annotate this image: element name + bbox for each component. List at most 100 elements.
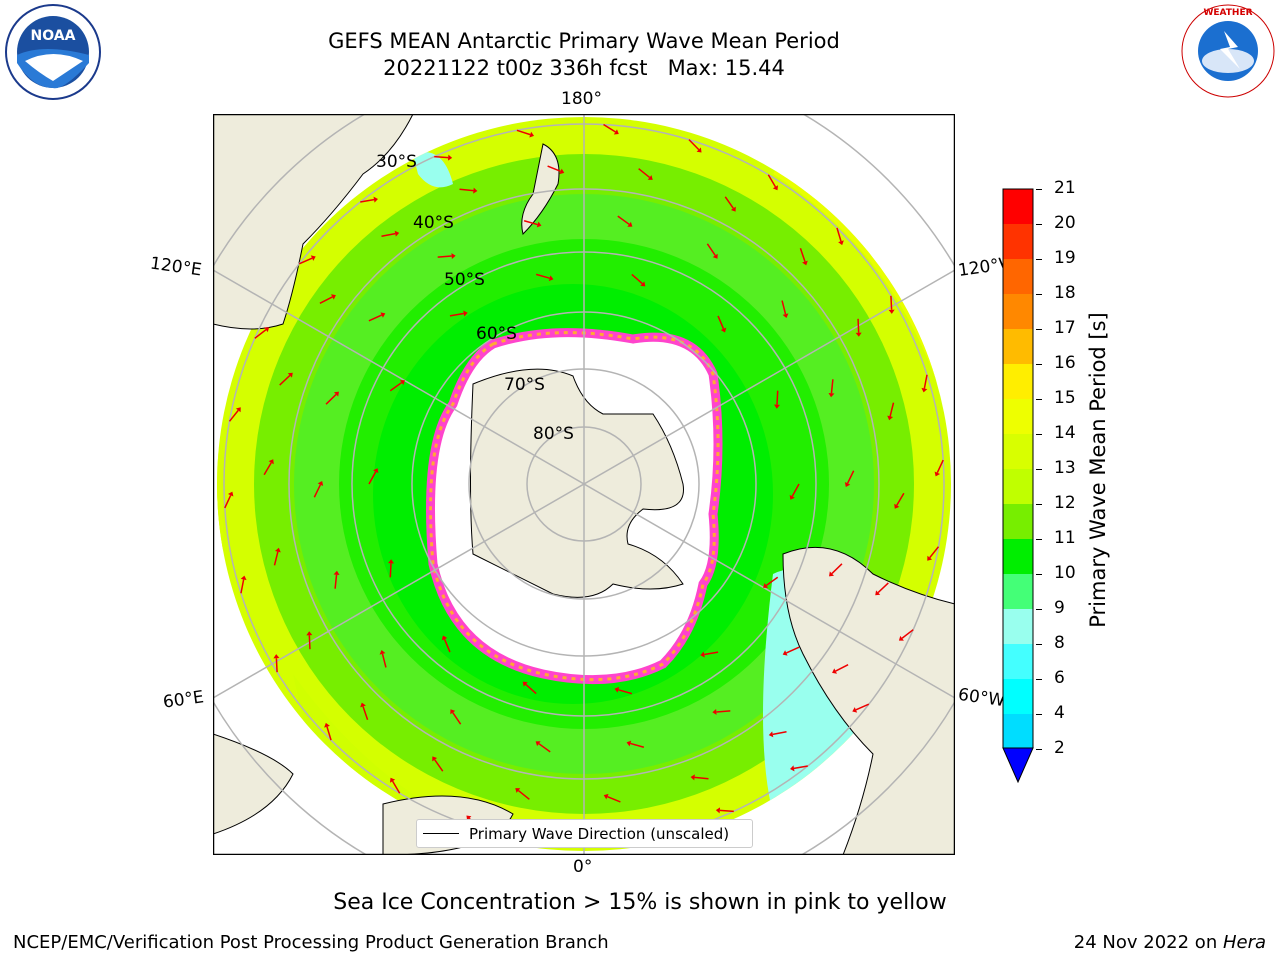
colorbar-tick-label: 10 [1054,563,1076,583]
wave-arrow [275,658,278,673]
wave-arrow-head [898,635,904,641]
lat-label-50s: 50°S [444,270,485,290]
wave-arrow [360,198,375,203]
chart-title: GEFS MEAN Antarctic Primary Wave Mean Pe… [328,29,840,53]
wave-arrow-head [389,777,396,783]
graticule [213,114,955,855]
wave-arrow-head [324,722,330,728]
colorbar-tick-label: 9 [1054,598,1065,618]
colorbar-swatches [1002,188,1034,784]
colorbar-swatch [1003,364,1033,400]
colorbar-tick-label: 8 [1054,633,1065,653]
wave-arrow [799,248,806,262]
wave-arrow-head [838,240,844,246]
wave-arrow [767,174,777,188]
wave-arrow [896,492,905,506]
wave-arrow-head [432,756,438,762]
wave-arrow-head [730,206,736,212]
colorbar-extend-triangle [1002,747,1034,784]
wave-arrow [786,646,800,654]
colorbar-swatch [1003,224,1033,260]
wave-arrow-head [626,740,632,747]
colorbar-swatch [1003,434,1033,470]
wave-arrow [389,563,392,578]
colorbar-tick-label: 18 [1054,283,1076,303]
wave-arrow [855,703,870,711]
colorbar-swatch [1003,714,1033,750]
wave-arrow-head [789,494,795,500]
lat-label-30s: 30°S [376,152,417,172]
wave-arrow-head [548,275,554,282]
wave-arrow [325,393,337,405]
wave-arrow-head [763,583,769,588]
colorbar-tick-label: 2 [1054,738,1065,758]
wave-arrow [319,296,333,304]
wave-arrow [877,582,889,594]
wave-arrow-head [875,590,881,596]
wave-arrow-head [463,310,468,317]
wave-arrow-head [613,129,619,135]
wave-arrow-head [360,702,366,708]
wave-arrow-head [441,635,448,641]
wave-arrow-head [522,681,528,687]
colorbar-swatch [1003,294,1033,330]
lat-label-60s: 60°S [476,324,517,344]
noaa-logo: NOAA [3,3,103,101]
wave-arrow-head [802,260,808,266]
svg-text:WEATHER: WEATHER [1203,8,1252,18]
wave-arrow-head [700,651,705,658]
colorbar-tick-label: 12 [1054,493,1076,513]
wave-arrow-head [888,309,895,314]
wave-arrow-head [782,313,789,318]
footer-branch: NCEP/EMC/Verification Post Processing Pr… [13,932,609,953]
wave-arrow-head [227,491,234,497]
wave-arrow [273,551,279,566]
lat-label-80s: 80°S [533,424,574,444]
wave-arrow [334,574,338,589]
colorbar-swatch [1003,644,1033,680]
wave-arrow [459,188,474,192]
polar-map [212,113,956,856]
footer-date: 24 Nov 2022 on Hera [1074,932,1266,953]
wave-arrow [929,546,940,559]
wave-arrow-head [832,668,837,674]
wave-arrow [901,629,914,639]
wave-arrow-head [603,793,609,800]
colorbar-tick [1036,749,1042,750]
wave-arrow [254,329,267,339]
wave-arrow [618,689,633,695]
colorbar-swatch [1003,259,1033,295]
wave-arrow [607,795,621,803]
wave-arrow [830,379,834,394]
colorbar-label: Primary Wave Mean Period [s] [1086,312,1110,628]
wave-arrow-head [712,253,718,259]
wave-arrow-head [640,281,646,287]
colorbar-tick [1036,224,1042,225]
wave-arrow-head [451,253,456,260]
wave-arrow [688,139,700,151]
wave-direction-arrows [224,123,944,845]
wave-arrow-head [240,575,247,581]
colorbar-tick [1036,259,1042,260]
wave-arrow-head [331,294,336,300]
wave-arrow-head [287,372,293,378]
wave-arrow-head [380,312,386,318]
wave-arrow [547,165,561,173]
wave-arrow-head [268,459,274,465]
wave-arrow [449,312,464,317]
wave-arrow-head [373,196,378,203]
wave-arrow-head [828,392,835,398]
wave-arrow [535,273,550,279]
wave-arrow [857,318,860,333]
wave-arrow-head [515,788,521,793]
wave-arrow [298,257,313,265]
wave-arrow [391,780,401,794]
colorbar-swatch [1003,329,1033,365]
wave-arrow [603,123,616,133]
colorbar-tick-label: 17 [1054,318,1076,338]
colorbar-tick [1036,189,1042,190]
colorbar-tick-label: 14 [1054,423,1076,443]
colorbar-tick [1036,294,1042,295]
wave-arrow [846,470,855,484]
wave-arrow [936,459,944,474]
